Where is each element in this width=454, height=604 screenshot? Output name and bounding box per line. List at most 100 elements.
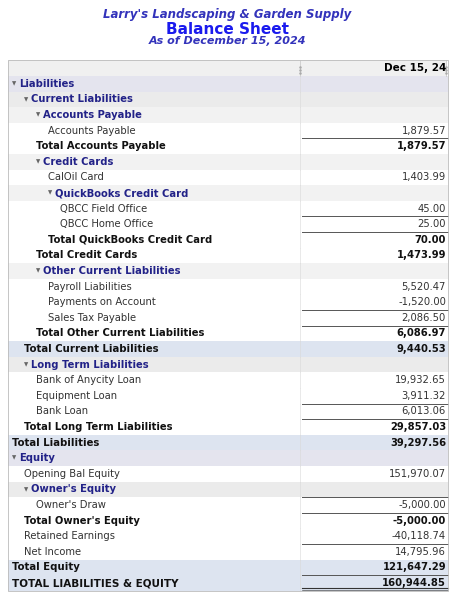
Bar: [8, 216, 448, 232]
Text: 9,440.53: 9,440.53: [396, 344, 446, 354]
Text: Owner's Equity: Owner's Equity: [31, 484, 116, 495]
Text: Owner's Draw: Owner's Draw: [36, 500, 106, 510]
Text: 14,795.96: 14,795.96: [395, 547, 446, 557]
Bar: [8, 201, 448, 216]
Text: ▼: ▼: [48, 190, 52, 196]
Text: Current Liabilities: Current Liabilities: [31, 94, 133, 104]
Bar: [8, 170, 448, 185]
Text: 2,086.50: 2,086.50: [402, 313, 446, 323]
Bar: [8, 559, 448, 575]
Bar: [8, 263, 448, 279]
Bar: [8, 60, 448, 591]
Bar: [8, 154, 448, 170]
Text: Payroll Liabilities: Payroll Liabilities: [48, 281, 132, 292]
Bar: [8, 326, 448, 341]
Text: Total Equity: Total Equity: [12, 562, 80, 573]
Text: 39,297.56: 39,297.56: [390, 438, 446, 448]
Bar: [8, 138, 448, 154]
Text: Equipment Loan: Equipment Loan: [36, 391, 117, 401]
Bar: [8, 403, 448, 419]
Text: Net Income: Net Income: [24, 547, 81, 557]
Text: Bank Loan: Bank Loan: [36, 406, 88, 416]
Text: 160,944.85: 160,944.85: [382, 578, 446, 588]
Text: Larry's Landscaping & Garden Supply: Larry's Landscaping & Garden Supply: [103, 8, 351, 21]
Text: Total Liabilities: Total Liabilities: [12, 438, 99, 448]
Text: -5,000.00: -5,000.00: [398, 500, 446, 510]
Bar: [8, 435, 448, 451]
Bar: [8, 92, 448, 107]
Bar: [8, 279, 448, 294]
Bar: [8, 123, 448, 138]
Text: QBCC Field Office: QBCC Field Office: [60, 204, 147, 214]
Text: Liabilities: Liabilities: [19, 79, 74, 89]
Bar: [8, 528, 448, 544]
Text: Accounts Payable: Accounts Payable: [48, 126, 136, 136]
Text: 29,857.03: 29,857.03: [390, 422, 446, 432]
Bar: [8, 185, 448, 201]
Text: Total Accounts Payable: Total Accounts Payable: [36, 141, 166, 151]
Bar: [8, 451, 448, 466]
Text: CalOil Card: CalOil Card: [48, 172, 104, 182]
Text: Total Credit Cards: Total Credit Cards: [36, 251, 137, 260]
Text: Balance Sheet: Balance Sheet: [166, 22, 288, 37]
Text: Total Other Current Liabilities: Total Other Current Liabilities: [36, 329, 204, 338]
Text: ▼: ▼: [36, 112, 40, 118]
Text: 45.00: 45.00: [418, 204, 446, 214]
Text: ▼: ▼: [24, 97, 28, 102]
Text: ▼: ▼: [36, 159, 40, 164]
Bar: [8, 341, 448, 357]
Text: 1,879.57: 1,879.57: [401, 126, 446, 136]
Text: 6,013.06: 6,013.06: [402, 406, 446, 416]
Text: As of December 15, 2024: As of December 15, 2024: [148, 36, 306, 46]
Text: Dec 15, 24: Dec 15, 24: [384, 63, 446, 73]
Text: Sales Tax Payable: Sales Tax Payable: [48, 313, 136, 323]
Bar: [8, 76, 448, 92]
Bar: [8, 481, 448, 497]
Text: Total Owner's Equity: Total Owner's Equity: [24, 516, 140, 525]
Text: -40,118.74: -40,118.74: [392, 531, 446, 541]
Text: Equity: Equity: [19, 453, 55, 463]
Text: ▼: ▼: [12, 455, 16, 461]
Text: Bank of Anycity Loan: Bank of Anycity Loan: [36, 375, 141, 385]
Bar: [8, 466, 448, 481]
Text: QuickBooks Credit Card: QuickBooks Credit Card: [55, 188, 188, 198]
Bar: [8, 513, 448, 528]
Text: 6,086.97: 6,086.97: [397, 329, 446, 338]
Bar: [8, 357, 448, 373]
Text: 121,647.29: 121,647.29: [382, 562, 446, 573]
Text: 19,932.65: 19,932.65: [395, 375, 446, 385]
Text: -1,520.00: -1,520.00: [398, 297, 446, 307]
Text: TOTAL LIABILITIES & EQUITY: TOTAL LIABILITIES & EQUITY: [12, 578, 178, 588]
Text: ▼: ▼: [24, 487, 28, 492]
Text: 25.00: 25.00: [418, 219, 446, 229]
Bar: [8, 60, 446, 76]
Text: Total Current Liabilities: Total Current Liabilities: [24, 344, 158, 354]
Bar: [8, 232, 448, 248]
Bar: [8, 575, 448, 591]
Text: 70.00: 70.00: [415, 235, 446, 245]
Bar: [8, 419, 448, 435]
Text: 1,473.99: 1,473.99: [396, 251, 446, 260]
Text: 151,970.07: 151,970.07: [389, 469, 446, 479]
Text: 1,879.57: 1,879.57: [396, 141, 446, 151]
Text: Total QuickBooks Credit Card: Total QuickBooks Credit Card: [48, 235, 212, 245]
Text: -5,000.00: -5,000.00: [393, 516, 446, 525]
Bar: [8, 388, 448, 403]
Text: 5,520.47: 5,520.47: [402, 281, 446, 292]
Text: Opening Bal Equity: Opening Bal Equity: [24, 469, 120, 479]
Text: QBCC Home Office: QBCC Home Office: [60, 219, 153, 229]
Text: Other Current Liabilities: Other Current Liabilities: [43, 266, 181, 276]
Bar: [8, 373, 448, 388]
Text: Credit Cards: Credit Cards: [43, 157, 114, 167]
Bar: [8, 544, 448, 559]
Text: 3,911.32: 3,911.32: [402, 391, 446, 401]
Bar: [8, 248, 448, 263]
Text: ▼: ▼: [24, 362, 28, 367]
Text: Total Long Term Liabilities: Total Long Term Liabilities: [24, 422, 173, 432]
Text: ▼: ▼: [36, 269, 40, 274]
Text: Payments on Account: Payments on Account: [48, 297, 156, 307]
Text: Long Term Liabilities: Long Term Liabilities: [31, 359, 148, 370]
Bar: [8, 294, 448, 310]
Bar: [8, 310, 448, 326]
Text: Retained Earnings: Retained Earnings: [24, 531, 115, 541]
